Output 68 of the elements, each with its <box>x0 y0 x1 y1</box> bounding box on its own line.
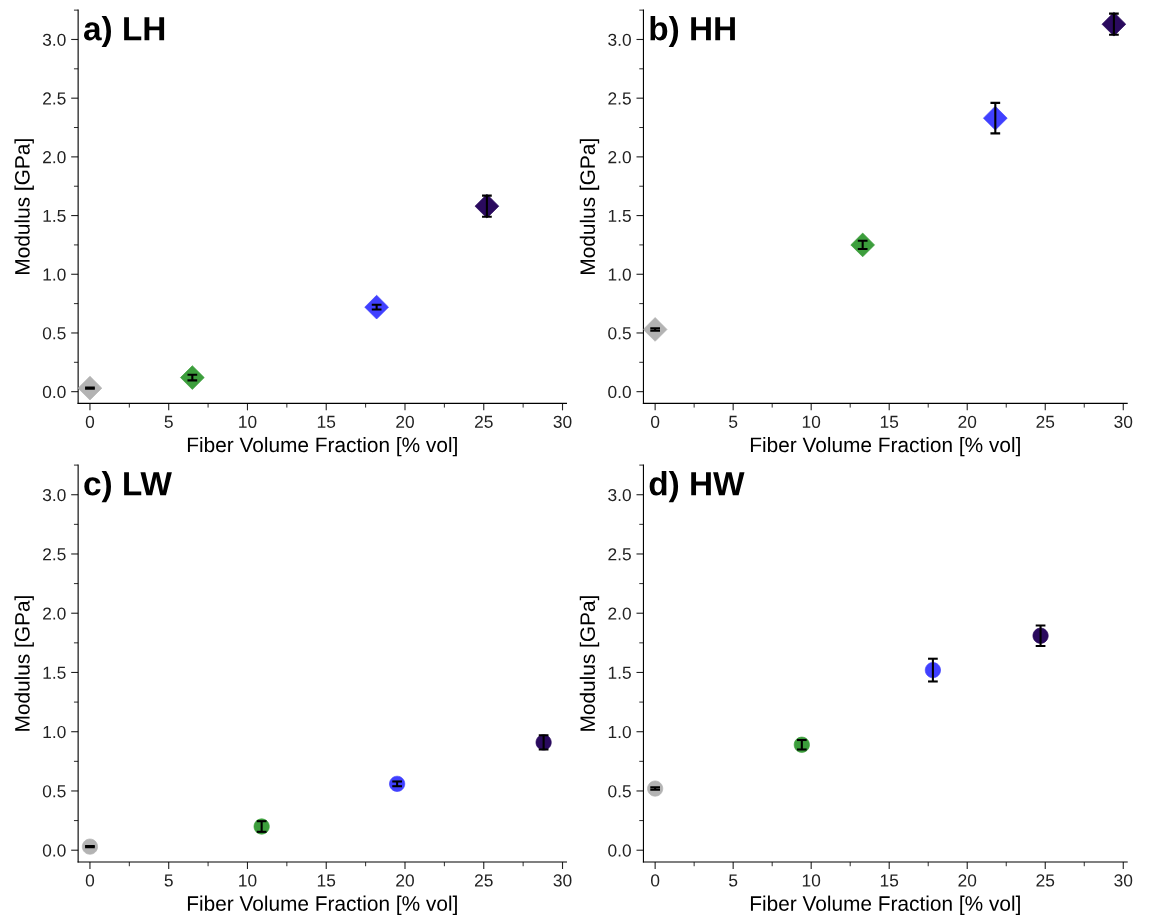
x-tick-label: 15 <box>880 874 899 887</box>
y-axis-title: Modulus [GPa] <box>579 139 600 274</box>
y-tick-label: 3.0 <box>608 488 631 502</box>
x-tick-label: 10 <box>239 874 257 887</box>
y-tick-label: 2.5 <box>608 92 631 105</box>
y-tick-label: 0.5 <box>42 327 66 340</box>
x-tick-label: 25 <box>1036 874 1055 887</box>
y-tick-label: 2.0 <box>608 151 631 164</box>
chart-title: a) LH <box>83 16 165 48</box>
y-tick-label: 0.0 <box>608 385 631 399</box>
y-tick-label: 0.5 <box>608 327 631 340</box>
x-tick-label: 25 <box>474 415 493 428</box>
x-tick-label: 0 <box>85 415 95 428</box>
y-tick-label: 0.5 <box>608 785 631 798</box>
x-tick-label: 10 <box>239 415 257 428</box>
y-tick-label: 2.5 <box>608 548 631 561</box>
y-tick-label: 3.0 <box>42 33 66 46</box>
x-tick-label: 10 <box>802 874 821 887</box>
x-tick-label: 20 <box>958 874 977 887</box>
y-tick-label: 1.5 <box>43 209 66 223</box>
y-tick-label: 0.5 <box>42 785 66 798</box>
y-tick-label: 3.0 <box>42 488 66 502</box>
x-tick-label: 10 <box>802 415 821 428</box>
x-tick-label: 30 <box>553 415 572 428</box>
x-tick-label: 0 <box>650 874 660 887</box>
x-axis-title: Fiber Volume Fraction [% vol] <box>750 895 1020 916</box>
x-tick-label: 20 <box>396 415 414 428</box>
y-tick-label: 1.5 <box>608 666 631 679</box>
x-axis-title: Fiber Volume Fraction [% vol] <box>187 436 457 457</box>
x-tick-label: 5 <box>164 415 173 428</box>
x-tick-label: 15 <box>317 874 336 887</box>
x-tick-label: 15 <box>317 415 336 428</box>
y-tick-label: 1.0 <box>43 268 66 281</box>
x-tick-label: 30 <box>553 874 572 887</box>
x-tick-label: 25 <box>474 874 493 887</box>
x-tick-label: 0 <box>650 415 660 428</box>
y-tick-label: 0.0 <box>42 385 66 399</box>
y-tick-label: 2.0 <box>608 607 631 620</box>
y-tick-label: 0.0 <box>42 844 66 857</box>
x-tick-label: 25 <box>1036 415 1055 428</box>
x-tick-label: 5 <box>729 874 738 887</box>
chart-title: c) LW <box>84 471 172 503</box>
y-tick-label: 1.5 <box>43 666 66 679</box>
y-axis-title: Modulus [GPa] <box>14 596 34 731</box>
y-tick-label: 2.0 <box>43 151 66 164</box>
y-axis-title: Modulus [GPa] <box>579 596 600 731</box>
y-tick-label: 1.5 <box>608 209 631 223</box>
x-axis-title: Fiber Volume Fraction [% vol] <box>750 436 1020 457</box>
y-axis-title: Modulus [GPa] <box>14 139 34 274</box>
x-tick-label: 0 <box>85 874 95 887</box>
y-tick-label: 2.0 <box>43 607 66 620</box>
y-tick-label: 2.5 <box>43 92 66 105</box>
x-tick-label: 15 <box>880 415 899 428</box>
x-tick-label: 30 <box>1114 415 1133 428</box>
x-tick-label: 30 <box>1114 874 1133 887</box>
x-axis-title: Fiber Volume Fraction [% vol] <box>187 895 457 916</box>
y-tick-label: 1.0 <box>608 268 631 281</box>
chart-title: b) HH <box>650 16 735 48</box>
y-tick-label: 3.0 <box>608 33 631 46</box>
y-tick-label: 2.5 <box>43 548 66 561</box>
y-tick-label: 1.0 <box>43 725 66 739</box>
chart-title: d) HW <box>649 471 745 503</box>
x-tick-label: 20 <box>958 415 977 428</box>
x-tick-label: 20 <box>396 874 414 887</box>
y-tick-label: 1.0 <box>608 725 631 739</box>
x-tick-label: 5 <box>164 874 173 887</box>
y-tick-label: 0.0 <box>608 844 631 857</box>
x-tick-label: 5 <box>729 415 738 428</box>
